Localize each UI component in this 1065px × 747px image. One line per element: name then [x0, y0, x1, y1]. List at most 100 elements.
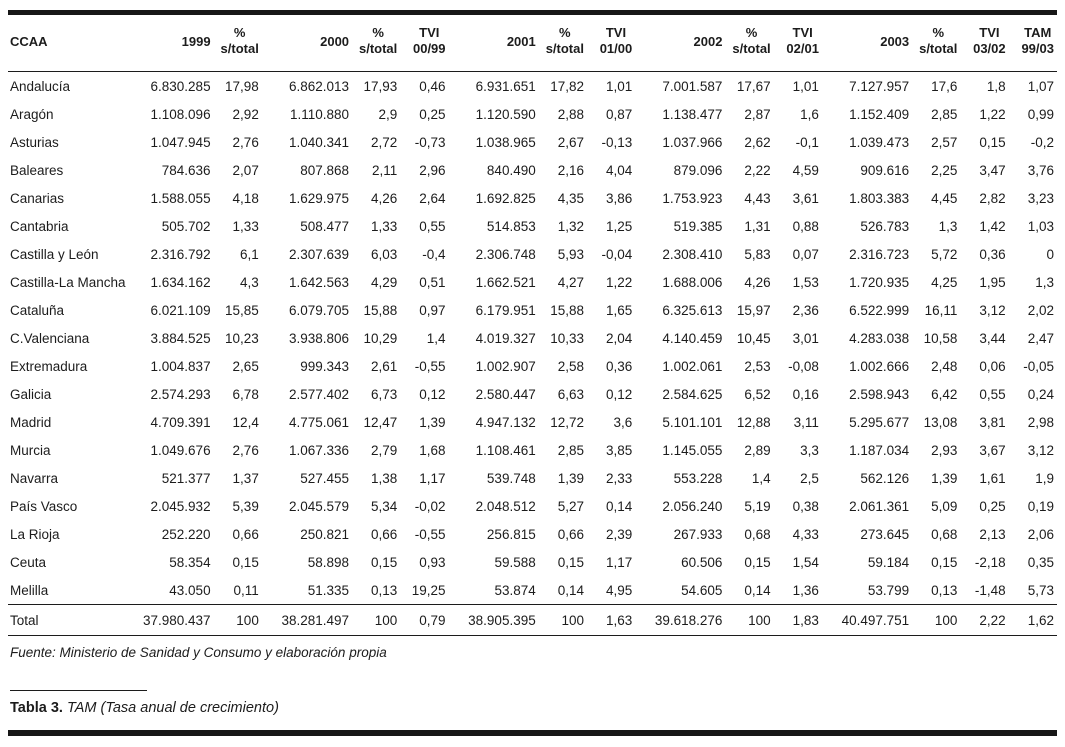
column-header: % s/total — [538, 15, 587, 72]
cell: 6,03 — [371, 246, 398, 262]
cell: 3.884.525 — [150, 330, 211, 346]
cell: 4,59 — [792, 162, 819, 178]
cell: 0,25 — [419, 106, 446, 122]
cell: 7.127.957 — [849, 78, 910, 94]
cell: 1,62 — [1008, 604, 1057, 636]
row-label: Asturias — [10, 134, 59, 150]
table-row: Baleares 784.636 2,07 807.868 2,11 2,96 840.49… — [8, 156, 1057, 184]
cell: 2,02 — [1027, 302, 1054, 318]
table-row: Aragón 1.108.096 2,92 1.110.880 2,9 0,25 1.120… — [8, 100, 1057, 128]
row-label: Cantabria — [10, 218, 69, 234]
cell: 0,14 — [557, 582, 584, 598]
cell: 1,32 — [557, 218, 584, 234]
cell: 2,48 — [931, 358, 958, 374]
row-label: País Vasco — [10, 498, 78, 514]
cell: 0,87 — [605, 106, 633, 122]
cell: 0,93 — [419, 554, 446, 570]
cell: 12,4 — [232, 414, 259, 430]
cell: 59.588 — [494, 554, 536, 570]
table-row: Murcia 1.049.676 2,76 1.067.336 2,79 1,68 1.10… — [8, 436, 1057, 464]
cell: 0,68 — [744, 526, 771, 542]
cell: 12,88 — [736, 414, 771, 430]
cell: 2,62 — [744, 134, 771, 150]
cell: 58.898 — [307, 554, 350, 570]
column-header: % s/total — [352, 15, 401, 72]
cell: 4,95 — [605, 582, 633, 598]
cell: 6.522.999 — [849, 302, 910, 318]
cell: 4.947.132 — [475, 414, 536, 430]
cell: 1.692.825 — [475, 190, 536, 206]
cell: 1,39 — [419, 414, 446, 430]
cell: 4,27 — [557, 274, 584, 290]
row-label: Extremadura — [10, 358, 88, 374]
cell: 1,17 — [419, 470, 446, 486]
cell: 1.152.409 — [849, 106, 910, 122]
cell: 39.618.276 — [635, 604, 726, 636]
cell: 0,79 — [400, 604, 449, 636]
cell: 1,17 — [605, 554, 633, 570]
cell: 273.645 — [860, 526, 910, 542]
cell: 3,44 — [979, 330, 1006, 346]
cell: 0,66 — [232, 526, 259, 542]
cell: 2.574.293 — [150, 386, 211, 402]
cell: 1.753.923 — [662, 190, 723, 206]
cell: 5,73 — [1027, 582, 1054, 598]
cell: 2.316.723 — [849, 246, 910, 262]
total-row: Total 37.980.437 100 38.281.497 100 0,79 38.90… — [8, 604, 1057, 636]
cell: 2,9 — [378, 106, 398, 122]
cell: 6,52 — [744, 386, 771, 402]
cell: 0,99 — [1027, 106, 1054, 122]
cell: 2,85 — [931, 106, 958, 122]
cell: 807.868 — [300, 162, 350, 178]
cell: 0,97 — [419, 302, 446, 318]
cell: 2,61 — [371, 358, 398, 374]
table-row: La Rioja 252.220 0,66 250.821 0,66 -0,55 256.8… — [8, 520, 1057, 548]
cell: 13,08 — [923, 414, 958, 430]
cell: 4,18 — [232, 190, 259, 206]
cell: 4,26 — [744, 274, 771, 290]
column-header: % s/total — [912, 15, 961, 72]
cell: 100 — [213, 604, 262, 636]
cell: 1,25 — [605, 218, 633, 234]
cell: 2.061.361 — [849, 498, 910, 514]
top-rule — [8, 10, 1057, 15]
cell: 1.049.676 — [150, 442, 211, 458]
row-label: C.Valenciana — [10, 330, 90, 346]
row-label: La Rioja — [10, 526, 60, 542]
row-label: Baleares — [10, 162, 64, 178]
cell: 1,83 — [773, 604, 822, 636]
cell: -0,2 — [1030, 134, 1054, 150]
cell: 16,11 — [924, 302, 958, 318]
cell: 100 — [912, 604, 961, 636]
cell: 0,11 — [233, 582, 259, 598]
table-caption: Tabla 3. TAM (Tasa anual de crecimiento) — [10, 700, 1057, 716]
column-header: TAM 99/03 — [1008, 15, 1057, 72]
cell: 527.455 — [300, 470, 350, 486]
cell: 2.598.943 — [849, 386, 910, 402]
cell: 2.308.410 — [662, 246, 723, 262]
cell: 53.799 — [867, 582, 910, 598]
cell: 1.038.965 — [475, 134, 536, 150]
cell: 3,12 — [1027, 442, 1054, 458]
cell: 1.004.837 — [150, 358, 211, 374]
cell: 1.138.477 — [662, 106, 723, 122]
cell: 1.629.975 — [288, 190, 350, 206]
cell: 1.120.590 — [475, 106, 536, 122]
cell: 1,39 — [557, 470, 584, 486]
cell: -2,18 — [974, 554, 1006, 570]
caption-text: TAM (Tasa anual de crecimiento) — [66, 700, 279, 716]
cell: 2,96 — [419, 162, 446, 178]
column-header: % s/total — [725, 15, 774, 72]
cell: 100 — [725, 604, 774, 636]
cell: 1.037.966 — [662, 134, 723, 150]
table-row: Navarra 521.377 1,37 527.455 1,38 1,17 539.748… — [8, 464, 1057, 492]
cell: 0,15 — [979, 134, 1006, 150]
cell: 1,8 — [986, 78, 1006, 94]
cell: 0,12 — [419, 386, 446, 402]
cell: 15,85 — [225, 302, 259, 318]
cell: 1,33 — [232, 218, 259, 234]
cell: 5,34 — [371, 498, 398, 514]
cell: 2,07 — [232, 162, 259, 178]
cell: 4.709.391 — [150, 414, 211, 430]
cell: 12,72 — [550, 414, 584, 430]
